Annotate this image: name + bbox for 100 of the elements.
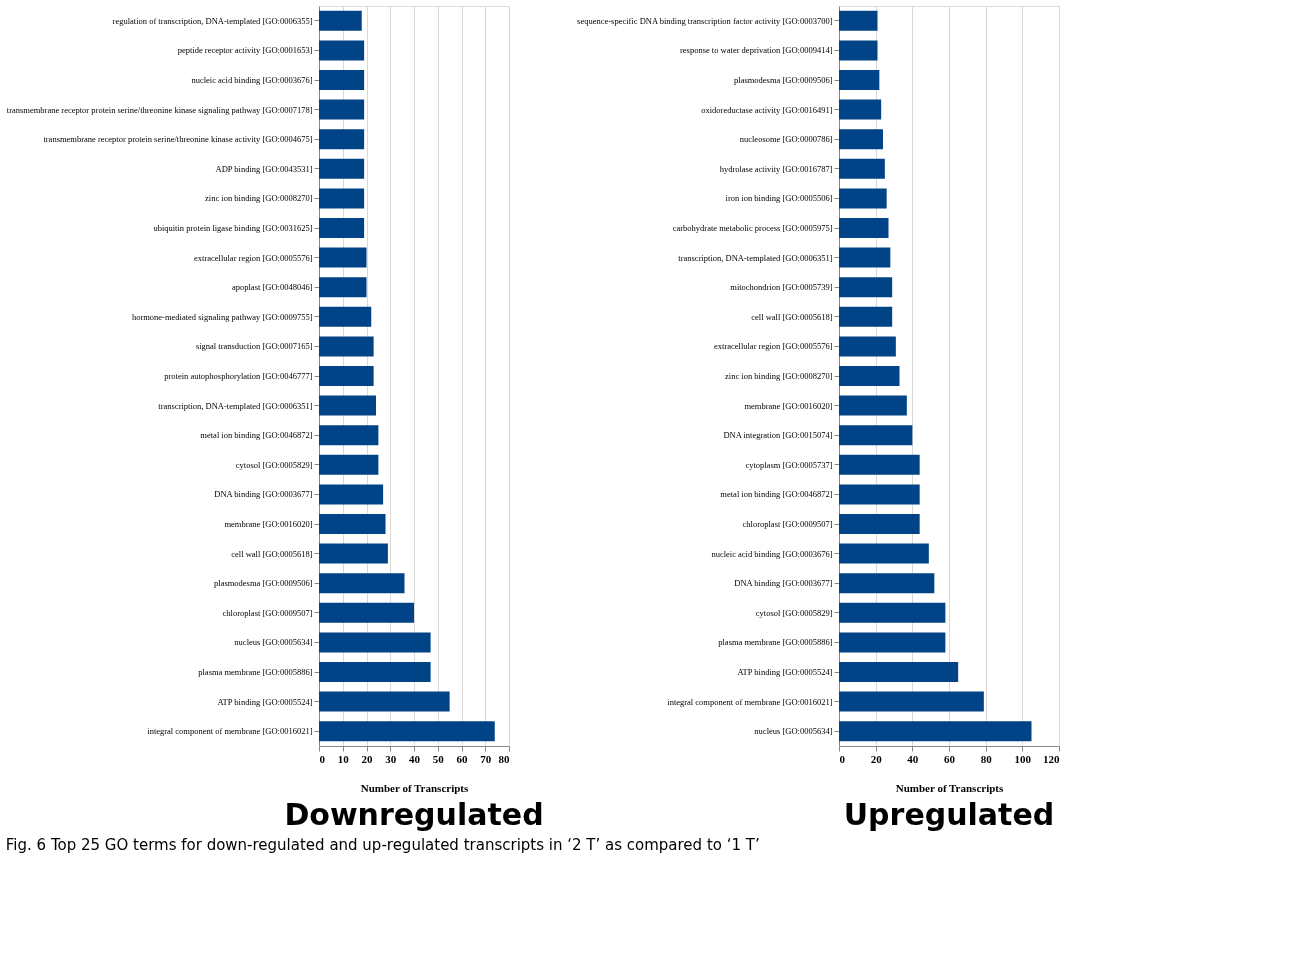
x-tick-label: 10	[337, 752, 350, 765]
bar	[319, 691, 450, 712]
y-tick-label: plasmodesma [GO:0009506]	[214, 578, 313, 589]
bar	[319, 632, 431, 653]
y-tick-label: transmembrane receptor protein serine/threonine kinase activity [GO:0004675]	[43, 134, 313, 145]
bar	[319, 543, 388, 564]
y-tick-label: chloroplast [GO:0009507]	[222, 607, 313, 618]
y-tick-label: cytoplasm [GO:0005737]	[745, 459, 833, 470]
y-tick-label: cytosol [GO:0005829]	[235, 459, 313, 470]
bar	[839, 277, 893, 298]
x-tick-label: 40	[907, 752, 919, 765]
y-tick-label: membrane [GO:0016020]	[744, 400, 833, 411]
y-tick-label: carbohydrate metabolic process [GO:0005975]	[672, 223, 833, 233]
bar	[319, 277, 367, 298]
bar	[839, 543, 929, 564]
y-tick-label: nucleic acid binding [GO:0003676]	[191, 75, 313, 85]
y-tick-label: sequence-specific DNA binding transcription factor activity [GO:0003700]	[577, 15, 833, 26]
bar	[839, 336, 896, 357]
caption: Fig. 6 Top 25 GO terms for down-regulated and up-regulated transcripts in ‘2 T’ as compared to ‘1 T’	[5, 835, 760, 854]
y-tick-label: cell wall [GO:0005618]	[751, 311, 833, 322]
bar	[839, 662, 959, 682]
bar	[839, 602, 946, 623]
bar	[319, 336, 374, 357]
y-tick-label: nucleus [GO:0005634]	[754, 726, 833, 737]
y-tick-label: DNA binding [GO:0003677]	[214, 489, 313, 500]
bar	[839, 573, 935, 594]
y-tick-label: response to water deprivation [GO:0009414]	[680, 45, 833, 56]
bar	[319, 129, 365, 150]
y-tick-label: mitochondrion [GO:0005739]	[730, 282, 833, 293]
bar	[319, 10, 362, 31]
bar	[319, 40, 365, 61]
bar	[839, 306, 893, 327]
x-tick-label: 60	[944, 752, 956, 765]
bar	[319, 158, 365, 179]
y-tick-label: apoplast [GO:0048046]	[231, 282, 313, 293]
text: Upregulated	[843, 797, 1055, 832]
bar	[839, 454, 920, 475]
y-tick-label: extracellular region [GO:0005576]	[194, 252, 313, 263]
y-tick-label: ATP binding [GO:0005524]	[737, 667, 833, 677]
x-tick-label: 40	[409, 752, 421, 765]
x-tick-label: 50	[432, 752, 445, 765]
y-tick-label: nucleic acid binding [GO:0003676]	[711, 548, 833, 559]
x-tick-label: 80	[498, 752, 510, 765]
bar	[319, 218, 365, 238]
bar	[319, 395, 376, 416]
y-tick-label: ubiquitin protein ligase binding [GO:0031625]	[153, 223, 313, 233]
y-tick-label: integral component of membrane [GO:0016021]	[667, 696, 833, 707]
bar	[839, 218, 889, 238]
bar	[319, 306, 372, 327]
bar	[319, 573, 405, 594]
bar	[839, 129, 883, 150]
bar	[319, 70, 365, 90]
bar	[839, 691, 984, 712]
bar	[319, 454, 379, 475]
y-tick-label: nucleus [GO:0005634]	[234, 637, 313, 648]
x-tick-label: 0	[839, 752, 846, 765]
y-tick-label: ATP binding [GO:0005524]	[217, 696, 313, 707]
y-tick-label: hormone-mediated signaling pathway [GO:0009755]	[131, 311, 313, 322]
x-tick-label: 60	[456, 752, 468, 765]
bar	[319, 188, 365, 209]
x-tick-label: 20	[361, 752, 373, 765]
y-tick-label: iron ion binding [GO:0005506]	[725, 193, 833, 204]
bar	[839, 99, 882, 120]
bar	[839, 721, 1032, 742]
y-tick-label: plasma membrane [GO:0005886]	[198, 667, 313, 677]
bar	[839, 395, 907, 416]
x-tick-label: 20	[870, 752, 883, 765]
bar	[319, 366, 374, 386]
y-tick-label: transmembrane receptor protein serine/threonine kinase signaling pathway [GO:0007178]	[6, 104, 313, 115]
y-tick-label: plasmodesma [GO:0009506]	[734, 75, 833, 85]
y-tick-label: zinc ion binding [GO:0008270]	[725, 371, 833, 381]
bar	[839, 188, 887, 209]
x-tick-label: 120	[1043, 752, 1060, 765]
bar	[319, 514, 386, 534]
x-axis-title: Number of Transcripts	[360, 781, 469, 794]
x-tick-label: 100	[1014, 752, 1032, 765]
bar	[319, 602, 414, 623]
bar	[839, 40, 878, 61]
y-tick-label: hydrolase activity [GO:0016787]	[719, 163, 833, 174]
y-tick-label: DNA integration [GO:0015074]	[723, 430, 833, 441]
y-tick-label: chloroplast [GO:0009507]	[742, 519, 833, 529]
x-tick-label: 80	[980, 752, 993, 765]
bar	[839, 10, 878, 31]
bar	[319, 484, 384, 505]
bar	[839, 425, 913, 446]
bar	[839, 514, 920, 534]
y-tick-label: nucleosome [GO:0000786]	[739, 134, 833, 145]
bar	[319, 247, 367, 268]
y-tick-label: zinc ion binding [GO:0008270]	[205, 193, 313, 204]
y-tick-label: integral component of membrane [GO:0016021]	[147, 726, 313, 737]
y-tick-label: membrane [GO:0016020]	[224, 519, 313, 529]
y-tick-label: extracellular region [GO:0005576]	[714, 341, 833, 352]
y-tick-label: cell wall [GO:0005618]	[231, 548, 313, 559]
bar	[319, 721, 495, 742]
y-tick-label: ADP binding [GO:0043531]	[215, 163, 313, 174]
x-tick-label: 0	[319, 752, 326, 765]
bar	[839, 632, 946, 653]
y-tick-label: protein autophosphorylation [GO:0046777]	[164, 371, 313, 381]
x-axis-title: Number of Transcripts	[895, 781, 1004, 794]
bar	[839, 247, 891, 268]
